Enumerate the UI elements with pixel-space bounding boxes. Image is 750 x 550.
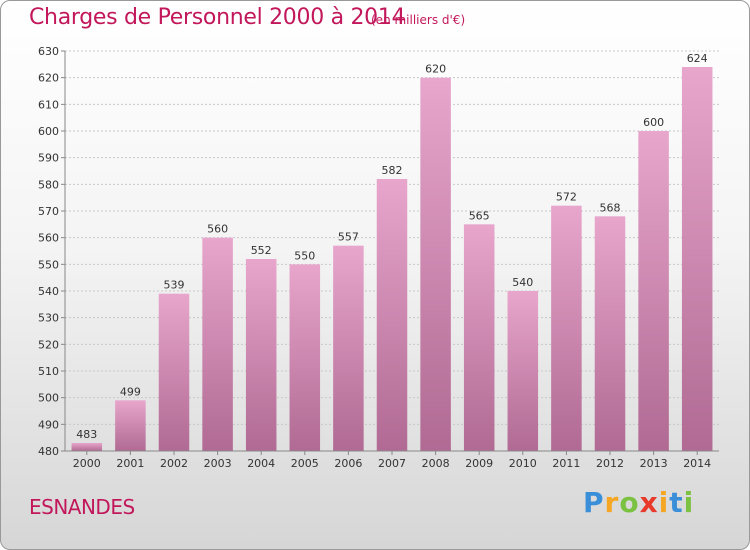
y-tick-label: 600 [38, 125, 59, 138]
x-tick-label: 2006 [334, 457, 362, 470]
x-tick-label: 2004 [247, 457, 275, 470]
y-tick-label: 630 [38, 45, 59, 58]
y-tick-label: 560 [38, 232, 59, 245]
x-tick-label: 2000 [73, 457, 101, 470]
y-tick-label: 620 [38, 72, 59, 85]
y-tick-label: 550 [38, 258, 59, 271]
x-tick-label: 2009 [465, 457, 493, 470]
bars: 483 499 539 560 552 550 557 582 620 565 540 572 568 6… [71, 52, 713, 452]
bar-value-label: 620 [425, 63, 446, 76]
bar-2014[interactable] [681, 67, 713, 451]
x-tick-label: 2001 [116, 457, 144, 470]
x-tick-label: 2007 [378, 457, 406, 470]
bar-2005[interactable] [289, 264, 321, 451]
bar-value-label: 572 [556, 191, 577, 204]
chart-title: Charges de Personnel 2000 à 2014 [29, 5, 406, 30]
logo-letter: x [639, 486, 659, 519]
y-tick-label: 540 [38, 285, 59, 298]
bar-value-label: 560 [207, 223, 228, 236]
proxiti-logo[interactable]: Proxiti [583, 486, 694, 519]
bar-2010[interactable] [507, 291, 539, 451]
bar-value-label: 557 [338, 231, 359, 244]
y-tick-label: 570 [38, 205, 59, 218]
logo-letter: i [683, 486, 695, 519]
bar-2004[interactable] [245, 259, 277, 451]
logo-letter: i [658, 486, 670, 519]
y-tick-label: 500 [38, 392, 59, 405]
x-tick-label: 2014 [683, 457, 711, 470]
y-tick-label: 610 [38, 98, 59, 111]
x-tick-label: 2002 [160, 457, 188, 470]
bar-value-label: 550 [294, 249, 315, 262]
place-name: ESNANDES [29, 495, 135, 519]
bar-2001[interactable] [115, 400, 146, 451]
y-tick-label: 520 [38, 338, 59, 351]
x-tick-label: 2010 [509, 457, 537, 470]
bar-value-label: 499 [120, 385, 141, 398]
bar-value-label: 540 [512, 276, 533, 289]
x-tick-label: 2011 [552, 457, 580, 470]
y-tick-label: 510 [38, 365, 59, 378]
y-tick-label: 590 [38, 152, 59, 165]
bar-2009[interactable] [463, 224, 495, 451]
x-tick-label: 2005 [291, 457, 319, 470]
bar-2011[interactable] [551, 205, 582, 451]
chart-subtitle: (en milliers d'€) [371, 13, 466, 27]
y-axis: 480 490 500 510 520 530 540 550 560 570 580 590 600 6… [38, 45, 66, 458]
x-tick-label: 2013 [640, 457, 668, 470]
bar-2008[interactable] [420, 77, 451, 452]
logo-letter: r [604, 486, 620, 519]
logo-letter: o [619, 486, 640, 519]
y-tick-label: 580 [38, 178, 59, 191]
bar-2013[interactable] [638, 131, 669, 451]
y-tick-label: 480 [38, 445, 59, 458]
x-tick-label: 2012 [596, 457, 624, 470]
bar-2002[interactable] [158, 293, 190, 451]
bar-value-label: 582 [382, 164, 403, 177]
bar-value-label: 624 [687, 52, 708, 65]
bar-2007[interactable] [376, 179, 408, 451]
bar-value-label: 539 [164, 279, 185, 292]
bar-2003[interactable] [202, 237, 233, 451]
bar-2012[interactable] [594, 216, 626, 451]
bar-value-label: 565 [469, 209, 490, 222]
logo-letter: t [669, 486, 684, 519]
y-tick-label: 490 [38, 418, 59, 431]
bar-value-label: 600 [643, 116, 664, 129]
bar-value-label: 568 [600, 201, 621, 214]
y-tick-label: 530 [38, 312, 59, 325]
x-axis: 2000 2001 2002 2003 2004 2005 2006 2007 2008 2009… [65, 450, 719, 470]
bar-value-label: 552 [251, 244, 272, 257]
bar-2006[interactable] [333, 245, 364, 451]
logo-letter: P [583, 486, 605, 519]
x-tick-label: 2003 [204, 457, 232, 470]
bar-2000[interactable] [71, 443, 103, 451]
x-tick-label: 2008 [422, 457, 450, 470]
bar-value-label: 483 [76, 428, 97, 441]
